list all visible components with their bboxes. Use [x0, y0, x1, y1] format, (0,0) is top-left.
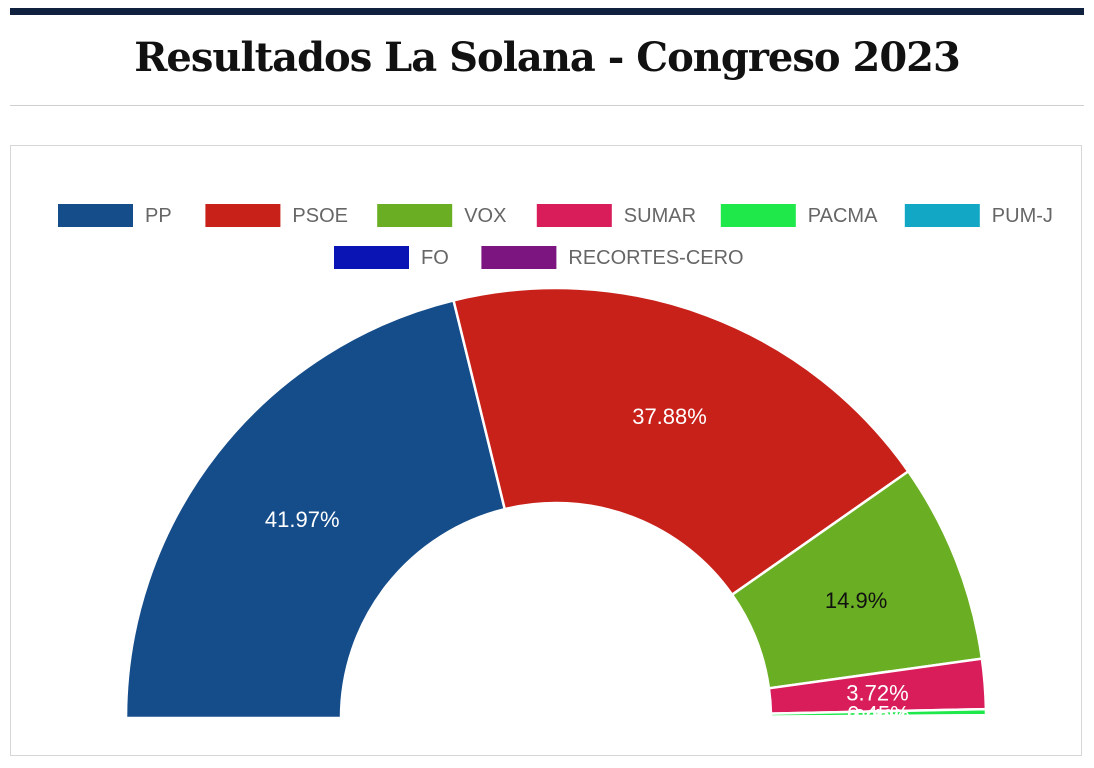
slice-pp[interactable]	[124, 298, 507, 720]
legend-swatch-sumar	[536, 204, 612, 227]
legend-label-recortes-cero: RECORTES-CERO	[568, 247, 743, 269]
slice-label-fo: 0.05%	[847, 705, 909, 730]
legend-item-pacma[interactable]: PACMA	[720, 204, 878, 227]
title-divider	[10, 105, 1084, 106]
slice-label-pacma: 0.45%	[847, 702, 909, 727]
chart-slices	[124, 286, 988, 720]
legend-item-psoe[interactable]: PSOE	[205, 204, 348, 227]
legend-item-recortes-cero[interactable]: RECORTES-CERO	[481, 246, 744, 269]
legend-label-vox: VOX	[464, 205, 506, 227]
chart-container: PP PSOE VOX SUMAR PACMA PUM-J FO RECORTES-CERO …	[10, 145, 1082, 756]
legend-label-pum-j: PUM-J	[992, 205, 1053, 227]
legend-swatch-pum-j	[904, 204, 980, 227]
legend-swatch-pacma	[720, 204, 796, 227]
slice-label-pp: 41.97%	[265, 507, 340, 532]
legend-label-psoe: PSOE	[292, 205, 348, 227]
slice-label-recortes-cero: 0.05%	[847, 706, 909, 731]
chart-legend: PP PSOE VOX SUMAR PACMA PUM-J FO RECORTES-CERO	[58, 204, 1053, 269]
legend-swatch-recortes-cero	[481, 246, 557, 269]
legend-label-sumar: SUMAR	[624, 205, 696, 227]
chart-slice-labels: 41.97%37.88%14.9%3.72%0.45%0.1%0.05%0.05…	[265, 404, 910, 731]
page-title: Resultados La Solana - Congreso 2023	[134, 34, 961, 81]
legend-label-pacma: PACMA	[808, 205, 878, 227]
legend-swatch-fo	[334, 246, 409, 269]
slice-label-pum-j: 0.1%	[853, 704, 903, 729]
legend-swatch-psoe	[205, 204, 281, 227]
half-doughnut-chart: PP PSOE VOX SUMAR PACMA PUM-JFO RECORTES-CERO …	[58, 204, 1053, 731]
legend-label-pp: PP	[145, 205, 172, 227]
legend-item-vox[interactable]: VOX	[377, 204, 506, 227]
slice-label-sumar: 3.72%	[846, 680, 908, 705]
slice-psoe[interactable]	[452, 286, 911, 597]
legend-swatch-pp	[58, 204, 133, 227]
slice-label-psoe: 37.88%	[632, 404, 707, 429]
slice-recortes-cero[interactable]	[769, 716, 988, 720]
legend-swatch-vox	[377, 204, 453, 227]
legend-label-fo: FO	[421, 247, 449, 269]
legend-item-sumar[interactable]: SUMAR	[536, 204, 696, 227]
slice-label-vox: 14.9%	[825, 588, 887, 613]
legend-item-pum-j[interactable]: PUM-J	[904, 204, 1053, 227]
legend-item-pp[interactable]: PP	[58, 204, 172, 227]
top-accent-bar	[10, 8, 1084, 15]
legend-item-fo[interactable]: FO	[334, 246, 449, 269]
